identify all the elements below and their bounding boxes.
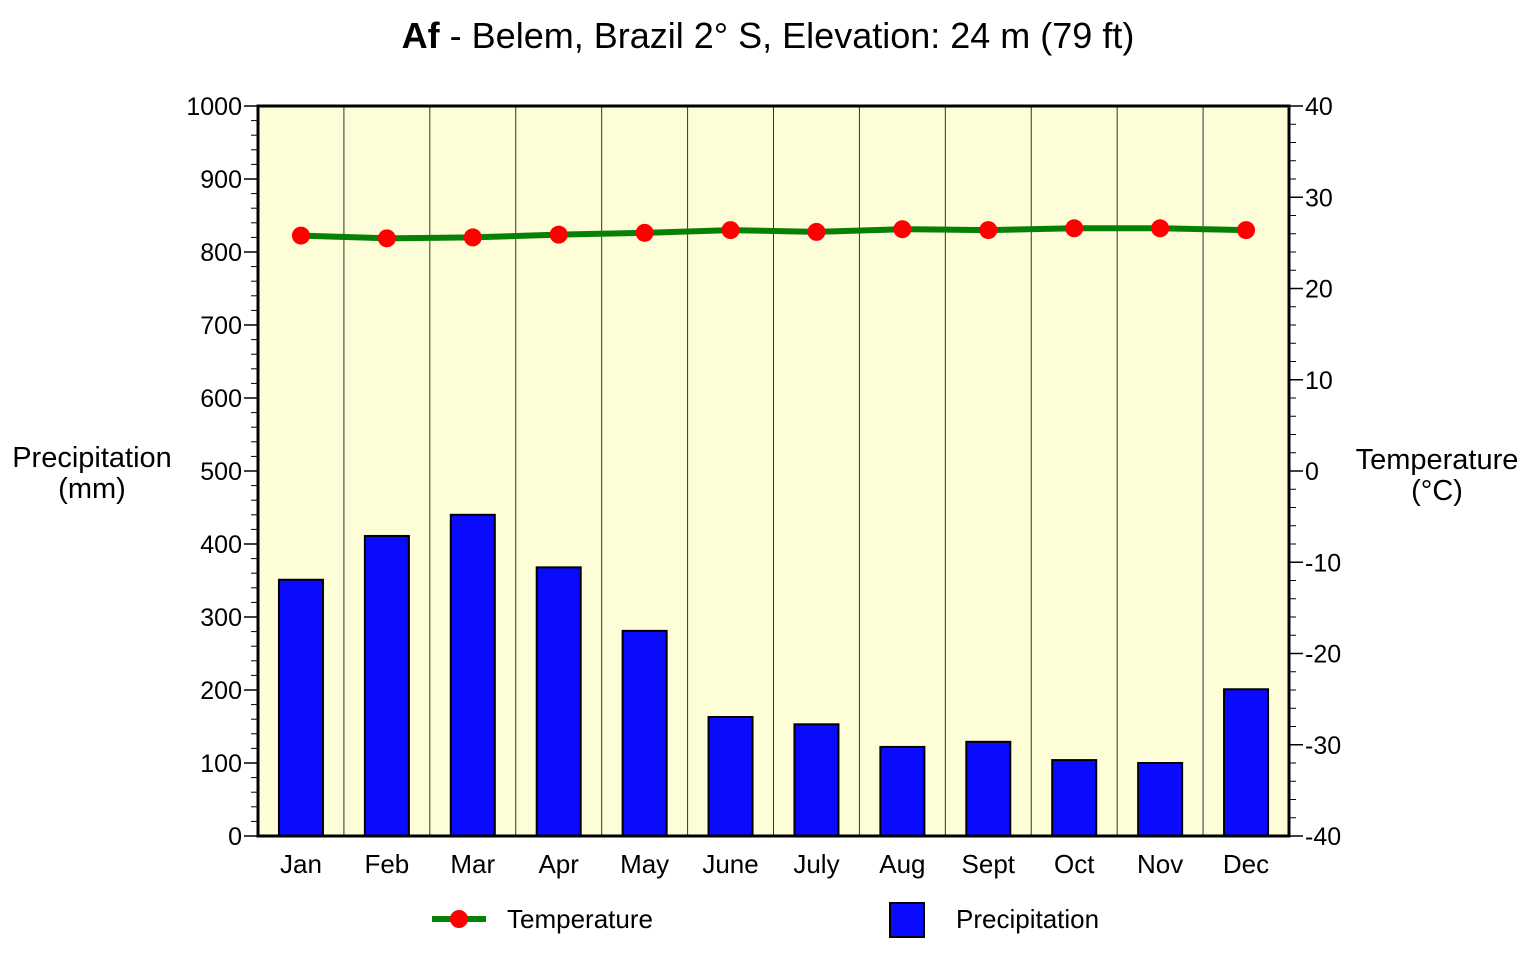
right-tick-label: 40 bbox=[1305, 93, 1333, 121]
left-tick-label: 300 bbox=[200, 604, 242, 632]
legend-precipitation-label: Precipitation bbox=[956, 904, 1099, 934]
left-tick-label: 500 bbox=[200, 458, 242, 486]
left-tick-label: 200 bbox=[200, 677, 242, 705]
legend-temperature-label: Temperature bbox=[507, 904, 653, 934]
x-tick-label: Feb bbox=[364, 849, 409, 879]
temperature-marker bbox=[979, 221, 998, 240]
right-tick-label: 0 bbox=[1305, 458, 1319, 486]
left-tick-label: 600 bbox=[200, 385, 242, 413]
legend-temperature-marker bbox=[450, 910, 468, 928]
left-tick-label: 400 bbox=[200, 531, 242, 559]
left-axis-label: Precipitation bbox=[12, 442, 172, 474]
left-tick-label: 1000 bbox=[186, 93, 242, 121]
x-tick-label: Oct bbox=[1054, 849, 1095, 879]
x-tick-label: Dec bbox=[1223, 849, 1269, 879]
temperature-marker bbox=[377, 229, 396, 248]
x-tick-label: Aug bbox=[879, 849, 925, 879]
precipitation-bar bbox=[965, 740, 1012, 838]
temperature-marker bbox=[463, 228, 482, 247]
left-tick-label: 800 bbox=[200, 239, 242, 267]
x-tick-label: Apr bbox=[538, 849, 579, 879]
precipitation-bar bbox=[363, 534, 410, 837]
temperature-marker bbox=[893, 220, 912, 239]
right-axis-unit: (°C) bbox=[1411, 475, 1463, 507]
left-tick-label: 100 bbox=[200, 750, 242, 778]
temperature-marker bbox=[721, 221, 740, 240]
precipitation-bar bbox=[535, 566, 582, 837]
left-tick-label: 0 bbox=[228, 823, 242, 851]
precipitation-bar bbox=[879, 745, 926, 837]
left-axis-unit: (mm) bbox=[58, 473, 126, 505]
temperature-marker bbox=[1237, 221, 1256, 240]
left-tick-label: 700 bbox=[200, 312, 242, 340]
right-tick-label: -20 bbox=[1305, 641, 1341, 669]
legend-precipitation-swatch bbox=[889, 902, 925, 938]
precipitation-bar bbox=[707, 716, 754, 838]
precipitation-bar bbox=[1137, 762, 1184, 837]
temperature-marker bbox=[1065, 219, 1084, 238]
temperature-marker bbox=[549, 225, 568, 244]
temperature-marker bbox=[807, 222, 826, 241]
right-tick-label: 30 bbox=[1305, 184, 1333, 212]
right-tick-label: 20 bbox=[1305, 276, 1333, 304]
x-tick-label: Sept bbox=[962, 849, 1016, 879]
x-tick-label: May bbox=[620, 849, 669, 879]
temperature-marker bbox=[635, 223, 654, 242]
temperature-marker bbox=[291, 226, 310, 245]
x-tick-label: Mar bbox=[450, 849, 495, 879]
right-tick-label: -10 bbox=[1305, 549, 1341, 577]
right-axis-label: Temperature bbox=[1356, 444, 1519, 476]
right-tick-label: -40 bbox=[1305, 823, 1341, 851]
precipitation-bar bbox=[793, 723, 840, 837]
precipitation-bar bbox=[449, 513, 496, 837]
temperature-marker bbox=[1151, 219, 1170, 238]
precipitation-bar bbox=[1051, 759, 1098, 838]
precipitation-bar bbox=[1223, 688, 1270, 838]
right-tick-label: -30 bbox=[1305, 732, 1341, 760]
temperature-line bbox=[300, 225, 1247, 242]
x-tick-label: June bbox=[702, 849, 758, 879]
right-tick-label: 10 bbox=[1305, 367, 1333, 395]
left-tick-label: 900 bbox=[200, 166, 242, 194]
chart-title: Af - Belem, Brazil 2° S, Elevation: 24 m… bbox=[402, 15, 1135, 56]
x-tick-label: Jan bbox=[280, 849, 322, 879]
precipitation-bar bbox=[621, 629, 668, 837]
legend: Temperature Precipitation bbox=[432, 902, 1099, 938]
x-tick-label: July bbox=[793, 849, 839, 879]
x-tick-label: Nov bbox=[1137, 849, 1183, 879]
precipitation-bar bbox=[277, 578, 324, 838]
